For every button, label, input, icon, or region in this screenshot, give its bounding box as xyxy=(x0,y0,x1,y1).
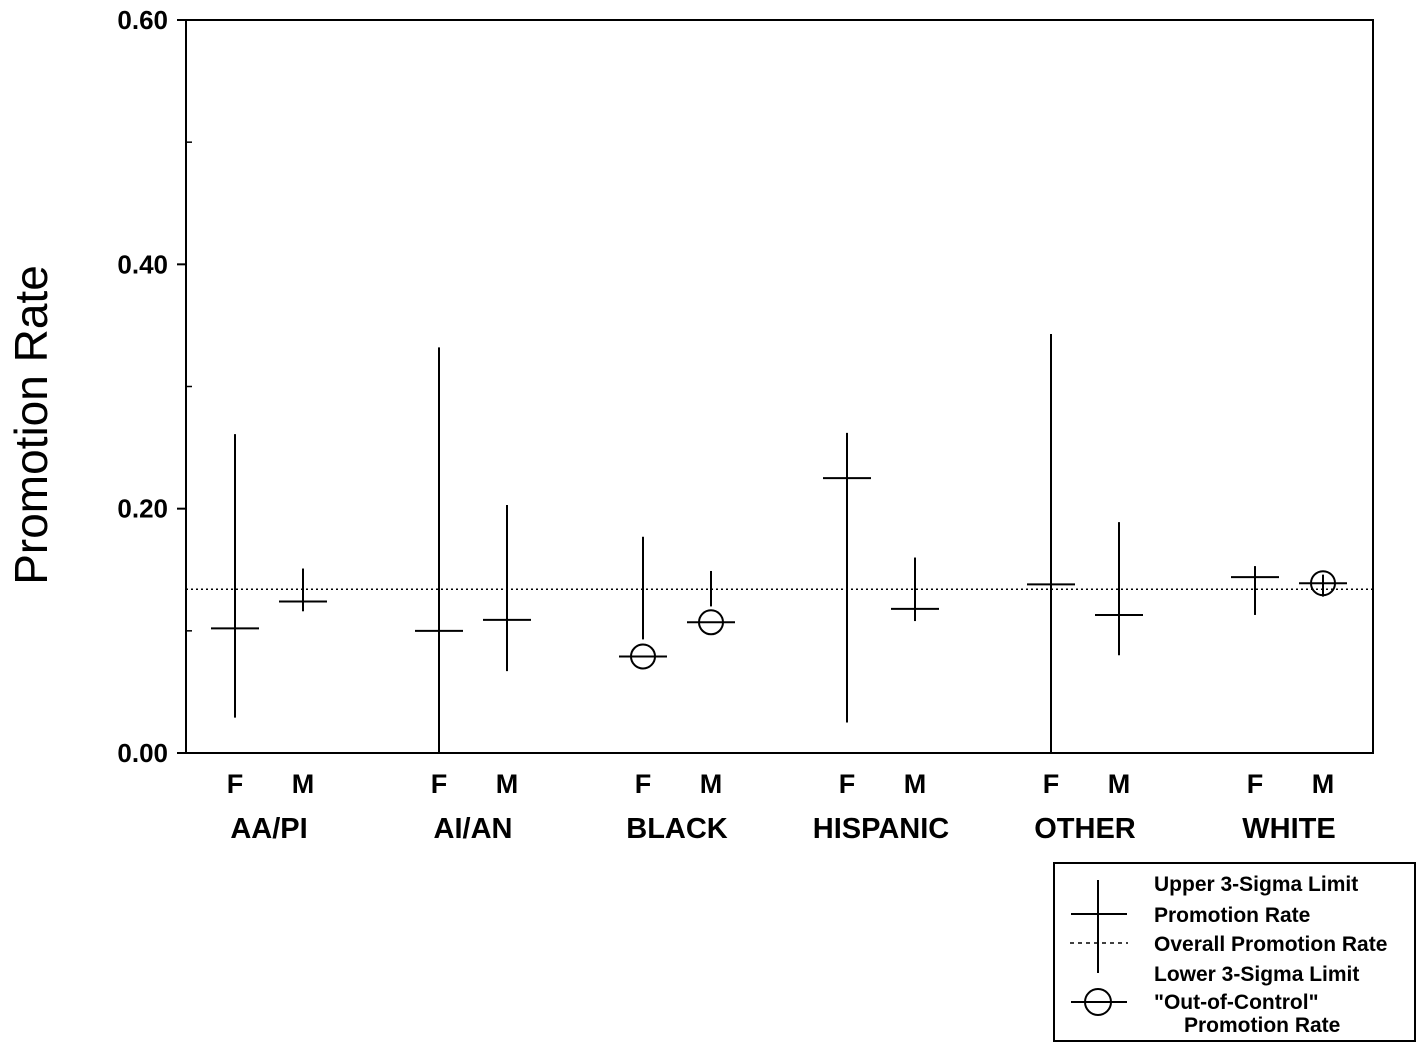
y-tick-label: 0.00 xyxy=(117,738,168,768)
sex-label: F xyxy=(431,769,448,799)
legend-overall-rate-label: Overall Promotion Rate xyxy=(1154,933,1387,956)
out-of-control-marker xyxy=(698,609,724,636)
group-label: AI/AN xyxy=(434,813,513,845)
sex-label: M xyxy=(700,769,723,799)
group-label: WHITE xyxy=(1242,813,1335,845)
y-tick-label: 0.40 xyxy=(117,249,168,279)
legend-box xyxy=(1053,862,1416,1042)
sex-label: M xyxy=(1108,769,1131,799)
plot-frame xyxy=(185,19,1374,754)
sex-label: F xyxy=(839,769,856,799)
chart-marks xyxy=(211,333,1347,753)
sex-label: M xyxy=(292,769,315,799)
y-tick-label: 0.60 xyxy=(117,5,168,35)
y-tick-label: 0.20 xyxy=(117,494,168,524)
y-axis-label: Promotion Rate xyxy=(5,265,57,585)
group-label: BLACK xyxy=(626,813,728,845)
sex-label: F xyxy=(1043,769,1060,799)
legend-promotion-rate-label: Promotion Rate xyxy=(1154,904,1310,927)
group-label: HISPANIC xyxy=(813,813,949,845)
sex-label: F xyxy=(635,769,652,799)
sex-label: M xyxy=(1312,769,1335,799)
legend-lower-limit-label: Lower 3-Sigma Limit xyxy=(1154,963,1359,986)
legend: Upper 3-Sigma Limit Promotion Rate Overa… xyxy=(1053,862,1416,1042)
legend-out-of-control-label: "Out-of-Control" xyxy=(1154,991,1319,1014)
out-of-control-marker xyxy=(630,643,656,670)
y-axis: 0.00 0.20 0.40 0.60 xyxy=(117,5,192,768)
legend-upper-limit-label: Upper 3-Sigma Limit xyxy=(1154,873,1358,896)
out-of-control-marker xyxy=(1310,570,1336,597)
group-label: OTHER xyxy=(1034,813,1136,845)
sex-label: M xyxy=(904,769,927,799)
sex-label: M xyxy=(496,769,519,799)
group-label: AA/PI xyxy=(230,813,307,845)
sex-label: F xyxy=(1247,769,1264,799)
legend-out-of-control-label-2: Promotion Rate xyxy=(1184,1014,1340,1037)
sex-label: F xyxy=(227,769,244,799)
x-axis-labels: F M AA/PI F M AI/AN F M BLACK F M HISPANIC F M OTHER F M… xyxy=(227,769,1336,845)
